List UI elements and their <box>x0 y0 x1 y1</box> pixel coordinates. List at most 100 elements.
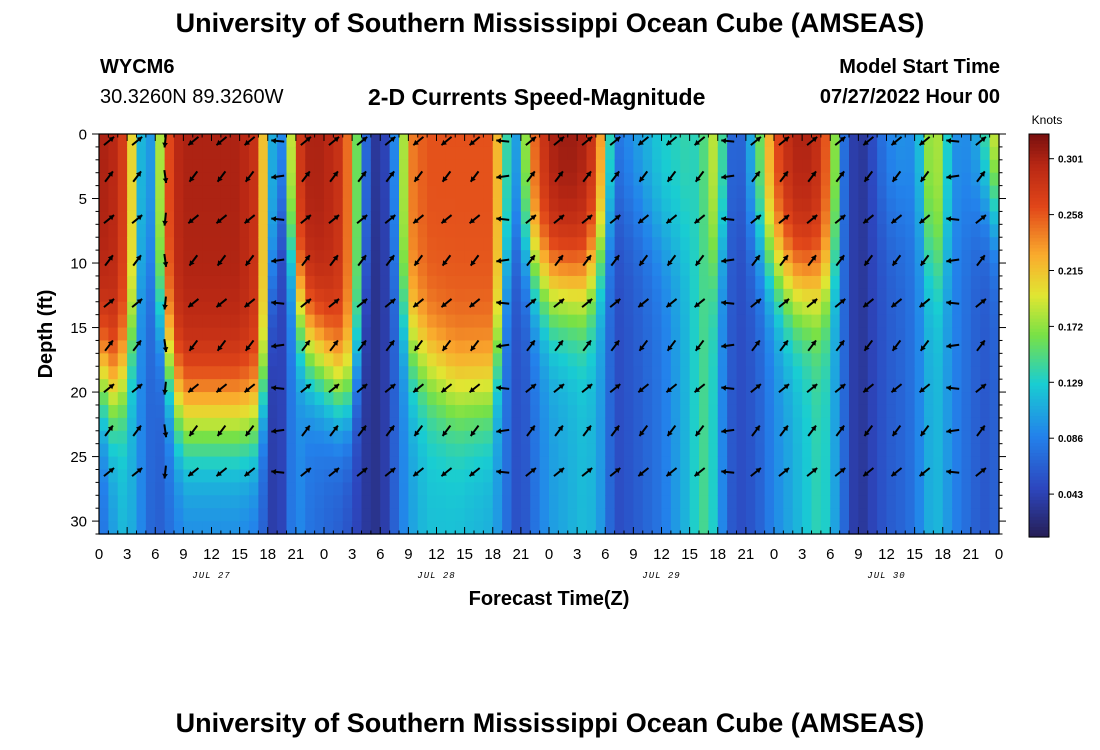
heatmap-cell <box>108 327 119 342</box>
heatmap-cell <box>211 340 222 354</box>
heatmap-cell <box>914 392 925 406</box>
heatmap-cell <box>877 327 888 342</box>
heatmap-cell <box>99 508 109 522</box>
heatmap-cell <box>961 288 972 303</box>
heatmap-cell <box>642 314 653 329</box>
heatmap-cell <box>792 198 803 213</box>
vector-head <box>413 139 419 146</box>
heatmap-cell <box>295 224 306 238</box>
heatmap-cell <box>455 456 466 471</box>
heatmap-cell <box>511 250 522 264</box>
heatmap-cell <box>680 172 691 187</box>
heatmap-cell <box>970 250 981 264</box>
heatmap-cell <box>455 134 466 148</box>
colorbar-segment <box>1029 486 1049 491</box>
heatmap-cell <box>820 250 831 264</box>
heatmap-cell <box>642 443 653 458</box>
heatmap-cell <box>370 314 381 329</box>
heatmap-cell <box>727 456 738 471</box>
heatmap-cell <box>136 353 147 367</box>
heatmap-cell <box>502 482 513 496</box>
heatmap-cell <box>108 392 119 406</box>
heatmap-cell <box>427 185 438 200</box>
heatmap-cell <box>164 379 175 393</box>
vector-arrow <box>946 300 960 306</box>
vector-head <box>360 340 367 346</box>
heatmap-cell <box>445 159 456 174</box>
vector-head <box>919 139 925 146</box>
heatmap-cell <box>492 263 503 277</box>
heatmap-cell <box>286 456 297 471</box>
vector-arrow <box>357 254 367 267</box>
heatmap-cell <box>277 327 288 342</box>
heatmap-cell <box>783 211 794 225</box>
heatmap-cell <box>820 469 831 483</box>
vector-arrow <box>863 254 874 267</box>
colorbar-segment <box>1029 254 1049 259</box>
heatmap-cell <box>820 366 831 380</box>
heatmap-cell <box>127 159 138 174</box>
heatmap-cell <box>192 275 203 290</box>
vector-arrow <box>553 298 565 308</box>
heatmap-cell <box>858 185 869 200</box>
heatmap-cell <box>914 250 925 264</box>
heatmap-cell <box>783 288 794 303</box>
heatmap-cell <box>164 275 175 290</box>
heatmap-cell <box>164 301 175 316</box>
heatmap-cell <box>680 185 691 200</box>
heatmap-cell <box>614 456 625 471</box>
vector-head <box>441 471 447 477</box>
heatmap-cell <box>249 172 259 187</box>
colorbar-segment <box>1029 406 1049 410</box>
heatmap-cell <box>614 430 625 445</box>
vector-head <box>496 469 502 475</box>
heatmap-cell <box>539 159 550 174</box>
vector-arrow <box>187 467 200 477</box>
heatmap-cell <box>802 146 813 161</box>
heatmap-cell <box>445 417 456 432</box>
heatmap-cell <box>155 353 166 367</box>
heatmap-cell <box>174 392 184 406</box>
heatmap-cell <box>295 237 306 251</box>
colorbar-segment <box>1029 248 1049 253</box>
heatmap-cell <box>202 263 213 277</box>
colorbar-segment <box>1029 476 1049 481</box>
heatmap-cell <box>745 198 756 213</box>
heatmap-cell <box>727 288 738 303</box>
heatmap-cell <box>567 495 578 509</box>
heatmap-cell <box>249 275 259 290</box>
heatmap-cell <box>183 159 194 174</box>
vector-head <box>136 298 143 305</box>
heatmap-cell <box>867 224 878 238</box>
heatmap-cell <box>155 379 166 393</box>
vector-arrow <box>751 170 761 183</box>
heatmap-cell <box>164 263 175 277</box>
heatmap-cell <box>567 430 578 445</box>
heatmap-cell <box>474 469 484 483</box>
heatmap-cell <box>174 172 184 187</box>
x-tick-label: 15 <box>681 546 698 563</box>
heatmap-cell <box>183 353 194 367</box>
heatmap-cell <box>192 392 203 406</box>
heatmap-cell <box>633 353 644 367</box>
heatmap-cell <box>624 404 634 419</box>
heatmap-cell <box>708 482 719 496</box>
vector-arrow <box>329 170 339 183</box>
heatmap-cell <box>258 275 269 290</box>
heatmap-cell <box>370 353 381 367</box>
heatmap-cell <box>586 314 597 329</box>
heatmap-cell <box>708 198 719 213</box>
heatmap-cell <box>755 288 766 303</box>
heatmap-cell <box>417 275 428 290</box>
heatmap-cell <box>492 404 503 419</box>
heatmap-cell <box>774 404 784 419</box>
heatmap-cell <box>520 443 531 458</box>
heatmap-cell <box>99 456 109 471</box>
heatmap-cell <box>211 250 222 264</box>
heatmap-cell <box>267 275 278 290</box>
vector-head <box>891 471 897 477</box>
vector-arrow <box>834 214 846 225</box>
heatmap-cell <box>342 198 353 213</box>
heatmap-cell <box>352 404 363 419</box>
heatmap-cell <box>155 301 166 316</box>
